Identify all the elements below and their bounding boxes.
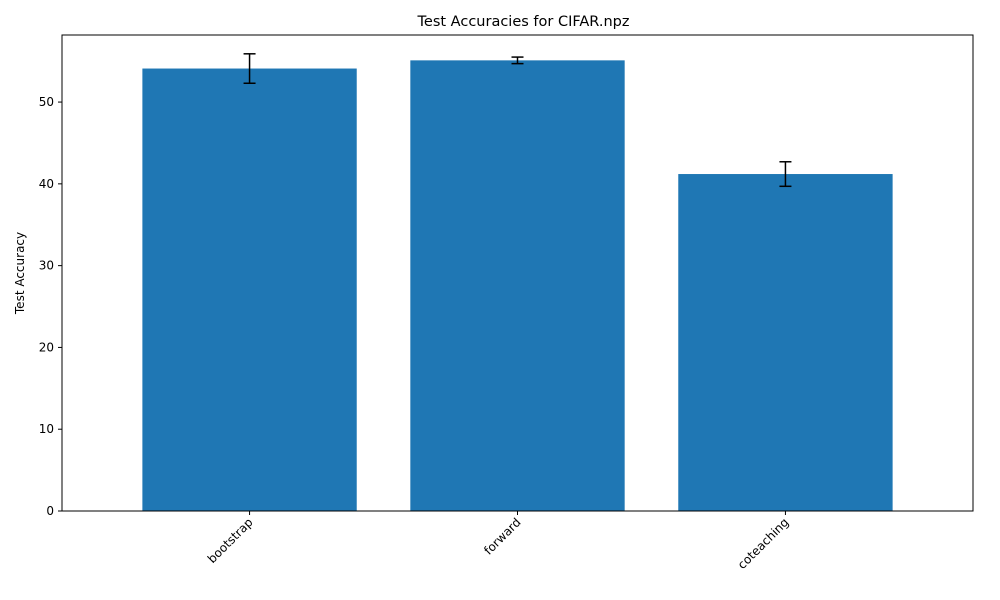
y-tick-label: 20 bbox=[39, 340, 54, 354]
y-axis-label: Test Accuracy bbox=[13, 232, 27, 315]
x-tick-label: forward bbox=[481, 515, 523, 557]
bar-bootstrap bbox=[142, 68, 357, 511]
bars-group bbox=[142, 60, 893, 512]
y-tick-label: 30 bbox=[39, 259, 54, 273]
chart-title: Test Accuracies for CIFAR.npz bbox=[417, 14, 630, 30]
y-tick-label: 40 bbox=[39, 177, 54, 191]
error-bars-group bbox=[243, 53, 792, 188]
error-bar-forward bbox=[511, 56, 524, 65]
y-tick-label: 10 bbox=[39, 422, 54, 436]
y-tick-label: 50 bbox=[39, 95, 54, 109]
x-tick-label: coteaching bbox=[735, 515, 792, 572]
y-tick-label: 0 bbox=[46, 504, 54, 518]
bar-coteaching bbox=[678, 174, 893, 512]
bar-forward bbox=[410, 60, 625, 512]
error-bar-bootstrap bbox=[243, 53, 256, 85]
x-axis: bootstrap forward coteaching bbox=[205, 511, 792, 572]
y-axis: 0 10 20 30 40 50 bbox=[39, 95, 62, 518]
x-tick-label: bootstrap bbox=[205, 515, 256, 566]
error-bar-coteaching bbox=[779, 161, 792, 188]
